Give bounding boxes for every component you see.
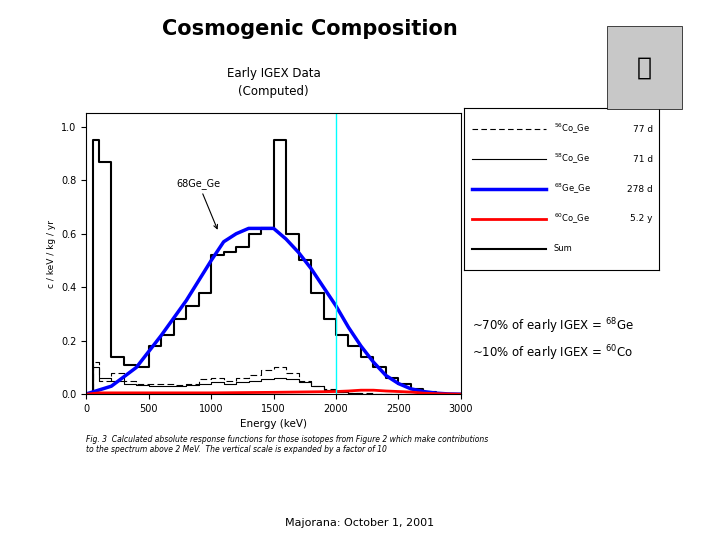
Text: Early IGEX Data
(Computed): Early IGEX Data (Computed)	[227, 68, 320, 98]
Text: $^{60}$Co_Ge: $^{60}$Co_Ge	[554, 212, 590, 226]
Text: to the spectrum above 2 MeV.  The vertical scale is expanded by a factor of 10: to the spectrum above 2 MeV. The vertica…	[86, 446, 387, 455]
Text: Majorana: October 1, 2001: Majorana: October 1, 2001	[285, 518, 435, 529]
X-axis label: Energy (keV): Energy (keV)	[240, 420, 307, 429]
Text: Fig. 3  Calculated absolute response functions for those isotopes from Figure 2 : Fig. 3 Calculated absolute response func…	[86, 435, 489, 444]
Text: Cosmogenic Composition: Cosmogenic Composition	[162, 19, 457, 39]
Text: 77 d: 77 d	[633, 125, 653, 133]
Text: 5.2 y: 5.2 y	[631, 214, 653, 224]
Text: 278 d: 278 d	[627, 185, 653, 193]
Text: $^{58}$Co_Ge: $^{58}$Co_Ge	[554, 152, 590, 166]
Text: Sum: Sum	[554, 245, 572, 253]
Text: $^{56}$Co_Ge: $^{56}$Co_Ge	[554, 122, 590, 136]
Y-axis label: c / keV / kg / yr: c / keV / kg / yr	[47, 220, 55, 288]
Text: 68Ge_Ge: 68Ge_Ge	[176, 178, 220, 229]
Text: $^{68}$Ge_Ge: $^{68}$Ge_Ge	[554, 182, 590, 196]
Text: ~70% of early IGEX = $^{68}$Ge
~10% of early IGEX = $^{60}$Co: ~70% of early IGEX = $^{68}$Ge ~10% of e…	[472, 316, 634, 363]
Text: 71 d: 71 d	[633, 154, 653, 164]
FancyBboxPatch shape	[607, 26, 682, 109]
Text: 👤: 👤	[637, 56, 652, 79]
